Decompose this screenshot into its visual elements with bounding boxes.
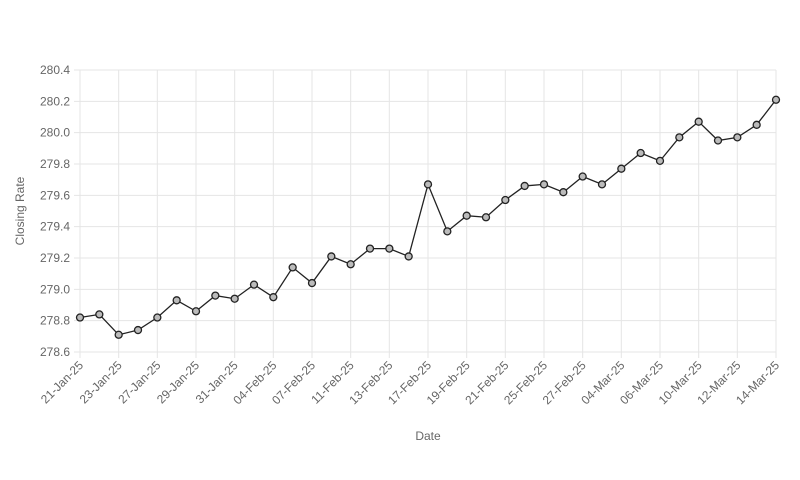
y-tick-label: 279.0 [40, 282, 70, 296]
point [520, 181, 529, 191]
point [617, 164, 626, 173]
point [597, 180, 607, 189]
point [713, 136, 723, 145]
point [288, 263, 297, 272]
point [559, 188, 568, 197]
point [501, 195, 510, 205]
point [694, 117, 703, 126]
point [655, 156, 665, 166]
y-tick-label: 279.8 [40, 157, 70, 171]
point [404, 252, 413, 261]
point [636, 148, 645, 158]
point [249, 280, 259, 289]
point [462, 211, 471, 220]
y-tick-label: 278.8 [40, 314, 70, 328]
point [191, 307, 201, 316]
point [327, 252, 336, 261]
point [423, 180, 433, 189]
point [771, 95, 781, 104]
point [443, 227, 452, 236]
point [307, 278, 317, 288]
point [733, 133, 742, 142]
y-axis-label: Closing Rate [13, 176, 27, 245]
y-tick-label: 279.6 [40, 188, 70, 202]
point [481, 213, 491, 222]
point [133, 325, 143, 335]
point [114, 330, 123, 339]
point [365, 244, 375, 253]
point [75, 313, 85, 322]
point [346, 260, 355, 269]
point [230, 294, 239, 303]
x-axis-label: Date [415, 429, 441, 443]
y-tick-label: 278.6 [40, 345, 70, 359]
point [539, 180, 549, 189]
point [578, 172, 587, 181]
point [675, 133, 684, 142]
y-tick-label: 279.4 [40, 220, 70, 234]
point [95, 310, 104, 319]
y-tick-label: 279.2 [40, 251, 70, 265]
point [211, 291, 220, 300]
point [269, 293, 278, 302]
y-tick-label: 280.4 [40, 63, 70, 77]
point [385, 244, 394, 253]
y-tick-label: 280.2 [40, 94, 70, 108]
y-tick-label: 280.0 [40, 126, 70, 140]
point [752, 120, 761, 129]
point [172, 296, 181, 305]
point [153, 313, 162, 322]
